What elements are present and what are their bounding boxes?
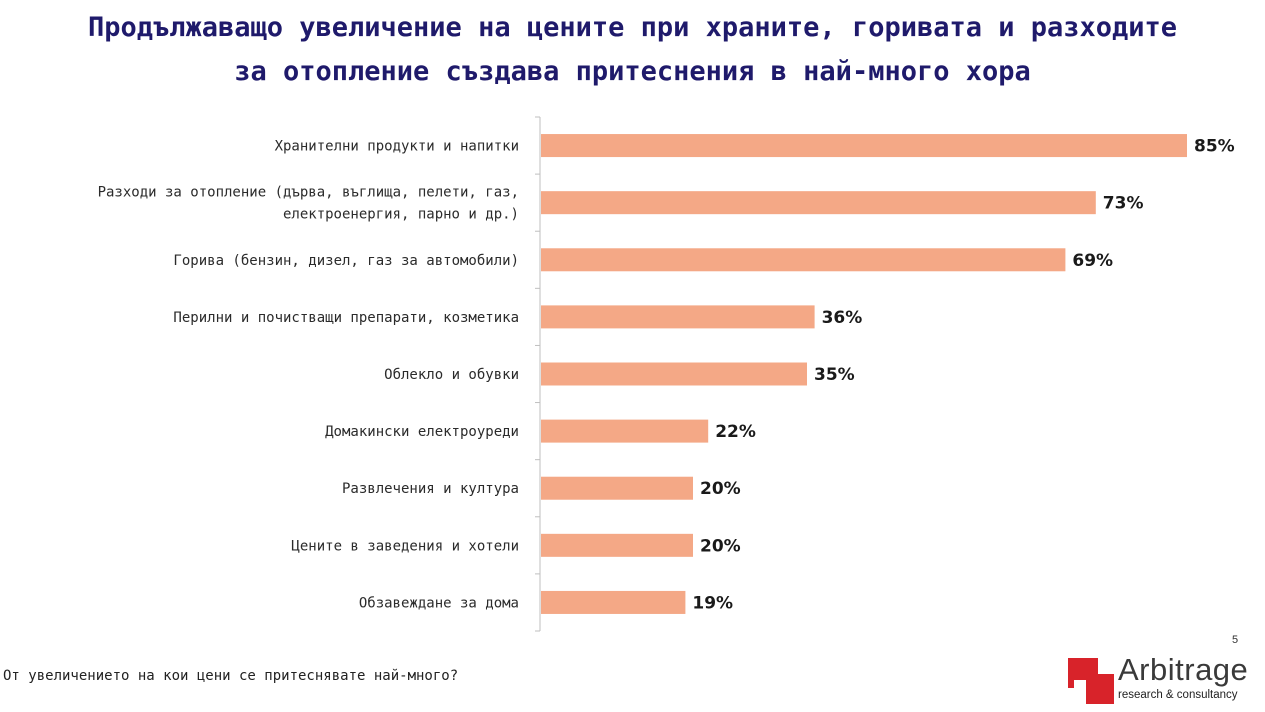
bar — [541, 362, 807, 386]
title-line-1: Продължаващо увеличение на цените при хр… — [87, 12, 1178, 43]
category-label: Облекло и обувки — [384, 367, 519, 383]
bar — [541, 134, 1187, 158]
value-label: 85% — [1194, 137, 1235, 157]
arbitrage-logo: Arbitrage research & consultancy — [1068, 652, 1258, 706]
value-label: 36% — [822, 308, 863, 328]
value-label: 35% — [814, 365, 855, 385]
category-label: Цените в заведения и хотели — [291, 538, 519, 554]
bar — [541, 476, 693, 500]
value-label: 20% — [700, 536, 741, 556]
logo-mark-icon — [1068, 658, 1114, 704]
bar — [541, 590, 686, 614]
title-line-2: за отопление създава притеснения в най-м… — [234, 56, 1031, 87]
category-label: Обзавеждане за дома — [359, 595, 519, 611]
category-label: електроенергия, парно и др.) — [283, 207, 519, 223]
chart-title: Продължаващо увеличение на цените при хр… — [0, 6, 1265, 94]
category-label: Перилни и почистващи препарати, козметик… — [173, 310, 519, 326]
logo-name: Arbitrage — [1118, 652, 1249, 687]
bar — [541, 191, 1096, 215]
value-label: 20% — [700, 479, 741, 499]
logo-subtitle: research & consultancy — [1118, 689, 1238, 701]
category-label: Домакински електроуреди — [325, 424, 519, 440]
bar — [541, 248, 1066, 272]
category-label: Горива (бензин, дизел, газ за автомобили… — [173, 253, 519, 269]
page-number: 5 — [1232, 634, 1239, 646]
bar — [541, 533, 693, 557]
value-label: 69% — [1072, 251, 1113, 271]
value-label: 19% — [692, 593, 733, 613]
value-label: 73% — [1103, 194, 1144, 214]
value-label: 22% — [715, 422, 756, 442]
bar — [541, 305, 815, 329]
bar — [541, 419, 709, 443]
survey-question: От увеличението на кои цени се притесняв… — [3, 668, 459, 684]
category-label: Хранителни продукти и напитки — [275, 139, 519, 155]
category-label: Развлечения и култура — [342, 481, 519, 497]
category-label: Разходи за отопление (дърва, въглища, пе… — [98, 185, 519, 201]
